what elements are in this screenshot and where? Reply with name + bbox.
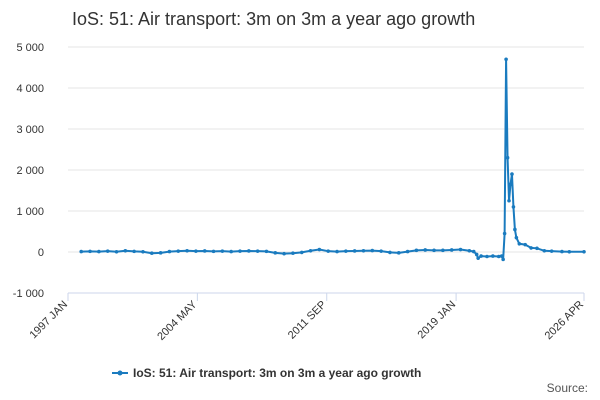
y-tick-label: 0: [38, 247, 44, 259]
point: [344, 249, 348, 253]
point: [514, 235, 519, 240]
point: [105, 249, 110, 253]
legend-label: IoS: 51: Air transport: 3m on 3m a year …: [133, 366, 421, 380]
point: [582, 249, 586, 254]
point: [167, 249, 172, 254]
point: [123, 248, 128, 253]
series-line: [81, 59, 584, 260]
point: [432, 248, 436, 253]
point: [388, 250, 392, 255]
x-tick-label: 1997 JAN: [27, 299, 70, 342]
point: [517, 242, 522, 246]
point: [238, 249, 242, 253]
point: [264, 249, 269, 254]
point: [474, 252, 479, 257]
x-tick-label: 2011 SEP: [286, 299, 329, 342]
point: [255, 249, 260, 253]
point: [97, 249, 101, 254]
source: Source:: [547, 381, 588, 395]
point: [229, 249, 233, 254]
point: [567, 249, 572, 254]
y-tick-label: 1 000: [16, 206, 44, 218]
point: [505, 155, 510, 160]
point: [499, 254, 504, 258]
point: [476, 256, 480, 260]
point: [141, 249, 145, 254]
point: [273, 251, 278, 255]
point: [282, 251, 286, 256]
y-tick-label: 3 000: [16, 124, 44, 136]
point: [496, 254, 501, 259]
point: [158, 251, 163, 255]
point: [335, 249, 339, 254]
point: [308, 248, 313, 253]
point: [510, 172, 514, 176]
point: [194, 249, 198, 253]
legend-marker: [117, 370, 123, 376]
point: [88, 249, 92, 254]
chart-title: IoS: 51: Air transport: 3m on 3m a year …: [72, 9, 475, 29]
point: [507, 198, 511, 203]
point: [508, 182, 513, 187]
x-tick-label: 2026 APR: [543, 299, 587, 343]
y-tick-label: -1 000: [13, 288, 44, 300]
point: [352, 249, 357, 253]
x-tick-label: 2004 MAY: [155, 298, 200, 343]
point: [467, 248, 472, 253]
point: [458, 247, 463, 252]
point: [185, 248, 189, 253]
point: [132, 249, 136, 254]
point: [326, 249, 331, 253]
y-tick-label: 5 000: [16, 42, 44, 54]
point: [529, 246, 533, 250]
point: [220, 249, 225, 253]
point: [504, 57, 508, 62]
point: [211, 249, 216, 254]
y-tick-label: 4 000: [16, 83, 44, 95]
point: [379, 249, 383, 253]
point: [299, 250, 304, 255]
point: [542, 248, 547, 253]
point: [176, 249, 181, 253]
point: [513, 227, 517, 232]
point: [491, 254, 495, 258]
point: [396, 251, 401, 255]
point: [202, 249, 207, 253]
point: [471, 249, 476, 254]
point: [423, 248, 428, 252]
point: [370, 248, 375, 253]
point: [485, 254, 489, 259]
point: [114, 249, 119, 254]
y-tick-label: 2 000: [16, 165, 44, 177]
point: [405, 249, 410, 254]
point: [441, 248, 445, 253]
point: [317, 247, 322, 252]
point: [449, 248, 454, 252]
point: [549, 249, 554, 253]
point: [79, 249, 84, 254]
point: [247, 249, 251, 253]
point: [361, 248, 366, 253]
point: [414, 248, 419, 253]
x-tick-label: 2019 JAN: [416, 299, 459, 342]
point: [501, 257, 505, 262]
point: [502, 231, 507, 236]
point: [535, 246, 539, 251]
point: [479, 254, 483, 258]
point: [511, 205, 516, 209]
point: [560, 249, 564, 254]
point: [523, 242, 527, 247]
point: [291, 251, 295, 256]
point: [149, 251, 154, 256]
